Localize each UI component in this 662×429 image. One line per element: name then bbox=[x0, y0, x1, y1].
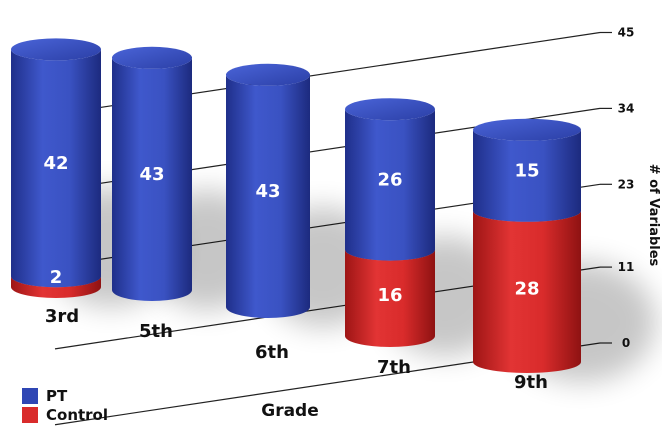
data-label-pt: 43 bbox=[255, 181, 280, 202]
category-label: 3rd bbox=[45, 306, 79, 327]
bar-pt-9th-body bbox=[473, 129, 581, 222]
y-tick-label: 34 bbox=[618, 101, 635, 115]
bar-control-9th-body bbox=[473, 210, 581, 373]
bars bbox=[11, 38, 581, 373]
legend-item-pt: PT bbox=[22, 386, 108, 405]
x-axis-title: Grade bbox=[261, 401, 319, 421]
data-label-pt: 42 bbox=[43, 153, 68, 174]
bar-pt-3rd bbox=[11, 38, 101, 288]
category-label: 9th bbox=[514, 372, 548, 393]
category-label: 7th bbox=[377, 357, 411, 378]
y-tick-label: 11 bbox=[618, 260, 635, 274]
category-labels: 3rd 5th 6th 7th 9th bbox=[45, 306, 548, 393]
legend-item-control: Control bbox=[22, 405, 108, 424]
category-label: 6th bbox=[255, 342, 289, 363]
y-axis-title: # of Variables bbox=[646, 164, 661, 267]
bar-pt-9th-cap bbox=[473, 118, 581, 141]
bar-pt-3rd-body bbox=[11, 49, 101, 288]
bar-pt-9th bbox=[473, 118, 581, 222]
bar-control-7th-body bbox=[345, 249, 435, 347]
legend-swatch-pt bbox=[22, 387, 38, 404]
bar-pt-3rd-cap bbox=[11, 38, 101, 61]
bar-pt-7th bbox=[345, 98, 435, 261]
bar-pt-5th-body bbox=[112, 57, 192, 301]
data-label-control: 16 bbox=[377, 285, 402, 306]
bar-pt-7th-body bbox=[345, 109, 435, 261]
bar-pt-6th-cap bbox=[226, 63, 310, 86]
bar-pt-7th-cap bbox=[345, 98, 435, 121]
data-labels: 42 2 43 43 26 16 15 28 bbox=[43, 153, 539, 306]
y-tick-labels: 0 11 23 34 45 bbox=[618, 26, 635, 351]
bar-pt-5th bbox=[112, 46, 192, 301]
y-tick-label: 45 bbox=[618, 26, 635, 40]
data-label-pt: 15 bbox=[514, 160, 539, 181]
legend-label-control: Control bbox=[46, 405, 109, 424]
bar-pt-5th-cap bbox=[112, 46, 192, 69]
legend-swatch-control bbox=[22, 406, 38, 423]
legend: PT Control bbox=[22, 386, 108, 424]
data-label-pt: 43 bbox=[139, 164, 164, 185]
data-label-control: 2 bbox=[50, 267, 63, 288]
bar-control-3rd-body bbox=[11, 276, 101, 298]
y-tick-label: 0 bbox=[622, 336, 630, 350]
bar-pt-6th bbox=[226, 63, 310, 318]
legend-label-pt: PT bbox=[46, 386, 68, 405]
category-label: 5th bbox=[139, 321, 173, 342]
data-label-control: 28 bbox=[514, 278, 539, 299]
y-tick-label: 23 bbox=[618, 177, 635, 191]
bar-pt-6th-body bbox=[226, 74, 310, 318]
data-label-pt: 26 bbox=[377, 169, 402, 190]
